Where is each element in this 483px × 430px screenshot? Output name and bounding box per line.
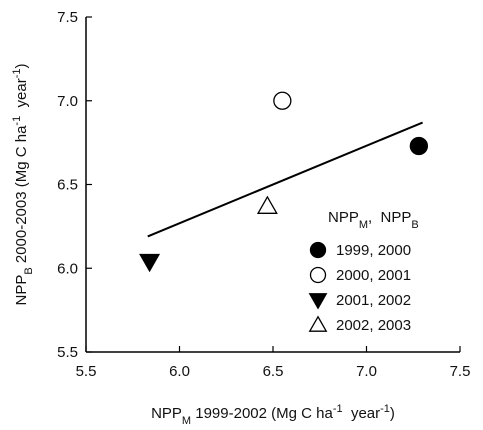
x-axis-label-part: year bbox=[343, 405, 381, 422]
y-axis-label: NPPB 2000-2003 (Mg C ha-1 year-1) bbox=[11, 63, 35, 305]
x-tick-label: 6.5 bbox=[263, 363, 284, 380]
y-tick-label: 7.0 bbox=[57, 93, 78, 110]
x-tick-label: 6.0 bbox=[169, 363, 190, 380]
legend-title-part: B bbox=[411, 219, 418, 231]
legend-title-part: M bbox=[359, 219, 368, 231]
x-axis-label-part: -1 bbox=[333, 403, 343, 415]
legend-marker bbox=[308, 293, 328, 310]
legend-label: 2000, 2001 bbox=[336, 267, 411, 284]
x-axis-label-part: ) bbox=[390, 405, 395, 422]
trend-line bbox=[147, 121, 423, 238]
x-tick-label: 5.5 bbox=[76, 363, 97, 380]
y-axis-label-part: -1 bbox=[11, 68, 23, 78]
x-tick-label: 7.0 bbox=[356, 363, 377, 380]
x-tick-label: 7.5 bbox=[450, 363, 471, 380]
legend-label: 1999, 2000 bbox=[336, 242, 411, 259]
x-axis-label-part: NPP bbox=[151, 405, 182, 422]
point bbox=[139, 253, 161, 273]
legend-marker bbox=[308, 315, 328, 332]
legend-marker bbox=[309, 266, 327, 284]
legend-label: 2001, 2002 bbox=[336, 292, 411, 309]
x-axis-label: NPPM 1999-2002 (Mg C ha-1 year-1) bbox=[151, 403, 395, 427]
y-tick-label: 6.5 bbox=[57, 177, 78, 194]
y-tick-label: 7.5 bbox=[57, 9, 78, 26]
y-axis-label-part: 2000-2003 (Mg C ha bbox=[13, 125, 30, 267]
y-axis-label-part: B bbox=[23, 267, 35, 274]
y-axis-label-part: year bbox=[13, 78, 30, 116]
x-axis-label-part: M bbox=[182, 415, 191, 427]
legend-title-part: NPP bbox=[328, 209, 359, 226]
y-axis-label-part: -1 bbox=[11, 116, 23, 126]
point bbox=[409, 136, 429, 156]
legend-title-part: , NPP bbox=[368, 209, 411, 226]
point bbox=[273, 91, 292, 110]
y-axis-label-part: NPP bbox=[13, 275, 30, 306]
x-axis-label-part: -1 bbox=[380, 403, 390, 415]
point bbox=[256, 195, 278, 214]
y-tick-label: 5.5 bbox=[57, 344, 78, 361]
x-axis-label-part: 1999-2002 (Mg C ha bbox=[191, 405, 333, 422]
y-axis-label-part: ) bbox=[13, 63, 30, 68]
legend-marker bbox=[309, 241, 327, 259]
y-tick-label: 6.0 bbox=[57, 260, 78, 277]
legend-label: 2002, 2003 bbox=[336, 317, 411, 334]
legend-title: NPPM, NPPB bbox=[328, 209, 419, 231]
